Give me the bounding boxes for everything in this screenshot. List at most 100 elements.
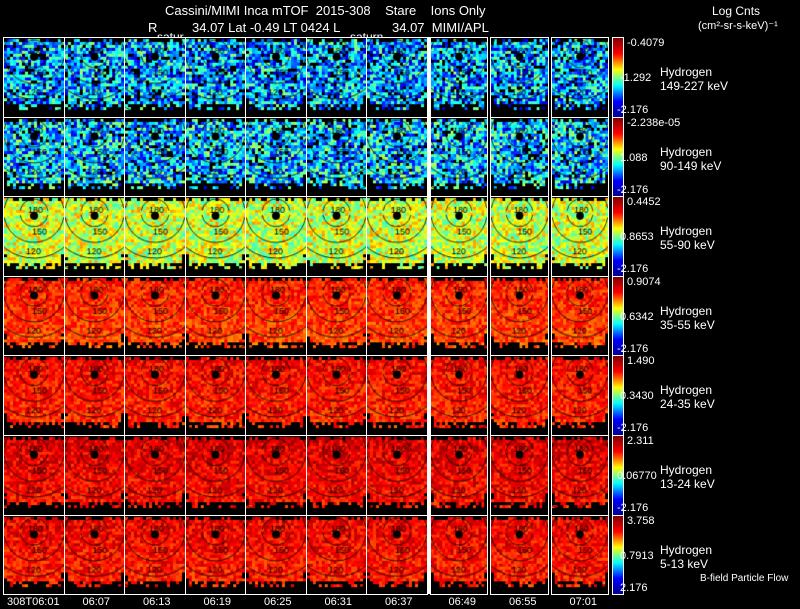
heatmap-panel	[305, 196, 367, 277]
heatmap-panel	[490, 275, 549, 357]
colorbar-min-label: -2.176	[617, 502, 649, 514]
heatmap-image	[491, 515, 548, 595]
heatmap-image	[185, 38, 245, 117]
time-tick-label: 06:07	[82, 596, 111, 608]
heatmap-image	[125, 117, 185, 197]
heatmap-panel	[3, 275, 65, 357]
heatmap-image	[367, 515, 427, 595]
heatmap-panel	[184, 37, 246, 118]
heatmap-image	[491, 38, 548, 117]
colorbar-min-label: -2.176	[617, 104, 649, 116]
heatmap-image	[551, 276, 608, 356]
heatmap-image	[367, 276, 427, 356]
b-field-note: B-field Particle Flow	[700, 573, 789, 584]
heatmap-panel	[550, 355, 609, 436]
heatmap-panel	[245, 355, 307, 436]
heatmap-image	[551, 117, 608, 197]
heatmap-image	[430, 117, 487, 197]
heatmap-image	[430, 436, 487, 515]
colorbar-mid-label: 0.6342	[620, 310, 654, 323]
heatmap-image	[367, 38, 427, 117]
heatmap-panel	[3, 435, 65, 516]
heatmap-panel	[366, 196, 428, 277]
title-l-value: 34.07 MIMI/APL	[392, 20, 489, 35]
heatmap-image	[185, 276, 245, 356]
energy-label: 90-149 keV	[660, 158, 722, 173]
heatmap-panel	[490, 514, 549, 596]
colorbar-mid-label: 0.7913	[620, 549, 654, 562]
heatmap-image	[430, 197, 487, 276]
heatmap-image	[64, 197, 124, 276]
heatmap-image	[4, 515, 64, 595]
title-r-label: R	[148, 20, 158, 35]
heatmap-panel	[124, 355, 186, 436]
heatmap-panel	[550, 275, 609, 357]
heatmap-panel	[124, 196, 186, 277]
colorbar-min-label: 2.176	[620, 581, 648, 594]
heatmap-image	[125, 197, 185, 276]
time-gap-divider	[428, 37, 431, 594]
heatmap-image	[64, 436, 124, 515]
heatmap-panel	[366, 435, 428, 516]
heatmap-panel	[550, 435, 609, 516]
colorbar-mid-label: 1.088	[620, 151, 648, 164]
colorbar-mid-label: 0.3430	[620, 390, 654, 403]
heatmap-image	[4, 197, 64, 276]
heatmap-panel	[366, 37, 428, 118]
colorbar-max-label: 0.9074	[627, 275, 661, 288]
heatmap-panel	[3, 514, 65, 596]
heatmap-panel	[305, 37, 367, 118]
heatmap-image	[551, 436, 608, 515]
heatmap-image	[64, 276, 124, 356]
time-tick-label: 06:25	[264, 596, 292, 608]
heatmap-image	[64, 515, 124, 595]
heatmap-panel	[184, 355, 246, 436]
heatmap-image	[185, 515, 245, 595]
heatmap-panel	[3, 196, 65, 277]
species-label: Hydrogen	[660, 224, 713, 239]
heatmap-image	[306, 38, 366, 117]
colorbar-max-label: 1.490	[627, 355, 655, 368]
heatmap-image	[4, 276, 64, 356]
heatmap-panel	[245, 514, 307, 596]
colorbar	[612, 514, 624, 596]
heatmap-panel	[124, 116, 186, 198]
time-tick-label: 06:49	[448, 596, 477, 608]
heatmap-image	[246, 356, 306, 435]
heatmap-image	[306, 117, 366, 197]
heatmap-panel	[366, 275, 428, 357]
heatmap-panel	[124, 275, 186, 357]
heatmap-image	[4, 436, 64, 515]
heatmap-image	[430, 38, 487, 117]
heatmap-panel	[490, 435, 549, 516]
heatmap-image	[367, 356, 427, 435]
heatmap-panel	[305, 514, 367, 596]
heatmap-panel	[63, 196, 125, 277]
colorbar-min-label: -2.176	[617, 342, 649, 355]
energy-label: 35-55 keV	[660, 317, 715, 332]
colorbar-max-label: 0.4452	[627, 196, 661, 209]
heatmap-image	[306, 276, 366, 356]
heatmap-panel	[429, 196, 488, 277]
heatmap-image	[367, 117, 427, 197]
heatmap-panel	[184, 275, 246, 357]
heatmap-image	[125, 436, 185, 515]
heatmap-image	[306, 436, 366, 515]
heatmap-panel	[366, 355, 428, 436]
energy-label: 5-13 keV	[660, 556, 709, 571]
time-tick-label: 07:01	[569, 596, 598, 608]
colorbar-max-label: 3.758	[627, 514, 655, 527]
species-label: Hydrogen	[660, 383, 713, 398]
heatmap-panel	[429, 514, 488, 596]
colorbar-mid-label: -1.292	[620, 72, 652, 84]
heatmap-panel	[490, 37, 549, 118]
heatmap-panel	[245, 435, 307, 516]
heatmap-panel	[184, 435, 246, 516]
heatmap-image	[125, 38, 185, 117]
heatmap-image	[551, 515, 608, 595]
heatmap-image	[306, 197, 366, 276]
heatmap-panel	[366, 116, 428, 198]
heatmap-panel	[63, 355, 125, 436]
heatmap-image	[246, 117, 306, 197]
heatmap-image	[246, 436, 306, 515]
